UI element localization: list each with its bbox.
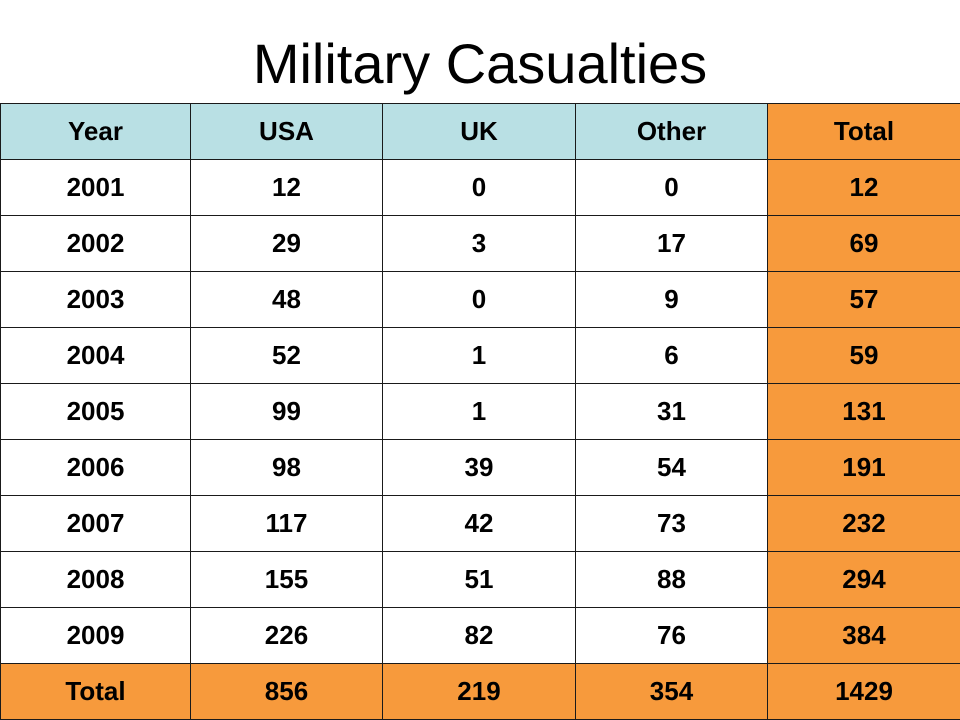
year-cell: 2005 <box>0 383 191 440</box>
usa-cell: 99 <box>190 383 383 440</box>
total-cell: 69 <box>767 215 960 272</box>
table-row: 2001 12 0 0 12 <box>0 159 960 216</box>
totals-label: Total <box>0 663 191 720</box>
usa-cell: 48 <box>190 271 383 328</box>
uk-cell: 82 <box>382 607 576 664</box>
table-row: 2005 99 1 31 131 <box>0 383 960 440</box>
table-row: 2007 117 42 73 232 <box>0 495 960 552</box>
uk-cell: 0 <box>382 159 576 216</box>
grand-total: 1429 <box>767 663 960 720</box>
other-total: 354 <box>575 663 768 720</box>
uk-total: 219 <box>382 663 576 720</box>
usa-cell: 29 <box>190 215 383 272</box>
year-cell: 2007 <box>0 495 191 552</box>
other-cell: 6 <box>575 327 768 384</box>
uk-cell: 42 <box>382 495 576 552</box>
usa-cell: 98 <box>190 439 383 496</box>
usa-cell: 117 <box>190 495 383 552</box>
other-cell: 88 <box>575 551 768 608</box>
other-cell: 9 <box>575 271 768 328</box>
table-row: 2002 29 3 17 69 <box>0 215 960 272</box>
uk-cell: 3 <box>382 215 576 272</box>
year-cell: 2006 <box>0 439 191 496</box>
table-row: 2004 52 1 6 59 <box>0 327 960 384</box>
total-cell: 191 <box>767 439 960 496</box>
usa-cell: 155 <box>190 551 383 608</box>
year-cell: 2002 <box>0 215 191 272</box>
usa-total: 856 <box>190 663 383 720</box>
table-row: 2008 155 51 88 294 <box>0 551 960 608</box>
other-cell: 76 <box>575 607 768 664</box>
total-cell: 59 <box>767 327 960 384</box>
totals-row: Total 856 219 354 1429 <box>0 663 960 720</box>
table-row: 2009 226 82 76 384 <box>0 607 960 664</box>
uk-cell: 1 <box>382 327 576 384</box>
total-cell: 384 <box>767 607 960 664</box>
usa-cell: 226 <box>190 607 383 664</box>
year-cell: 2003 <box>0 271 191 328</box>
other-cell: 0 <box>575 159 768 216</box>
total-cell: 294 <box>767 551 960 608</box>
total-cell: 57 <box>767 271 960 328</box>
table-row: 2003 48 0 9 57 <box>0 271 960 328</box>
other-cell: 17 <box>575 215 768 272</box>
uk-cell: 51 <box>382 551 576 608</box>
year-cell: 2001 <box>0 159 191 216</box>
usa-cell: 12 <box>190 159 383 216</box>
header-usa: USA <box>190 103 383 160</box>
header-total: Total <box>767 103 960 160</box>
year-cell: 2009 <box>0 607 191 664</box>
uk-cell: 1 <box>382 383 576 440</box>
header-uk: UK <box>382 103 576 160</box>
usa-cell: 52 <box>190 327 383 384</box>
header-year: Year <box>0 103 191 160</box>
year-cell: 2004 <box>0 327 191 384</box>
table-row: 2006 98 39 54 191 <box>0 439 960 496</box>
uk-cell: 0 <box>382 271 576 328</box>
casualties-table: Year USA UK Other Total 2001 12 0 0 12 2… <box>0 103 960 720</box>
other-cell: 73 <box>575 495 768 552</box>
total-cell: 232 <box>767 495 960 552</box>
year-cell: 2008 <box>0 551 191 608</box>
total-cell: 12 <box>767 159 960 216</box>
table-header-row: Year USA UK Other Total <box>0 103 960 160</box>
uk-cell: 39 <box>382 439 576 496</box>
other-cell: 54 <box>575 439 768 496</box>
total-cell: 131 <box>767 383 960 440</box>
slide-title: Military Casualties <box>252 32 708 95</box>
other-cell: 31 <box>575 383 768 440</box>
header-other: Other <box>575 103 768 160</box>
